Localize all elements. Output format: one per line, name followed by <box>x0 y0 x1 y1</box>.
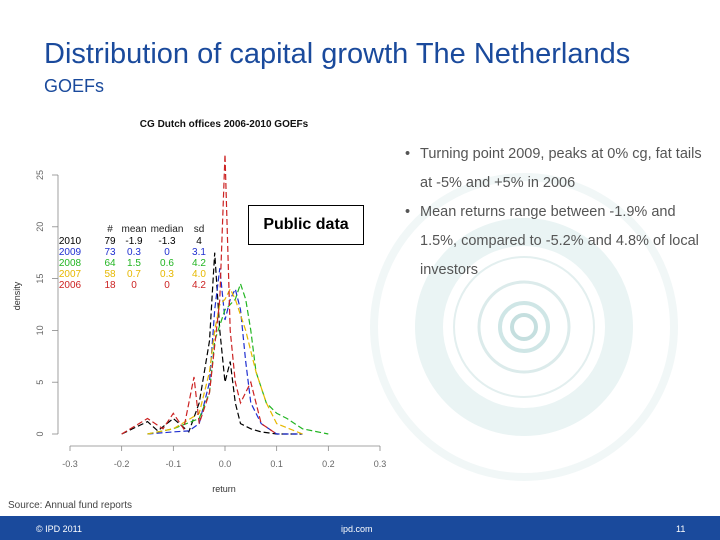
legend-cell: 0 <box>131 280 137 291</box>
legend-cell: -1.3 <box>158 236 176 247</box>
legend-cell: 0.6 <box>160 258 174 269</box>
bullet-list: Turning point 2009, peaks at 0% cg, fat … <box>402 140 712 285</box>
footer-website: ipd.com <box>341 524 373 534</box>
legend-cell: 1.5 <box>127 258 141 269</box>
x-tick-label: 0.2 <box>322 459 335 469</box>
legend-cell: 0.3 <box>127 247 141 258</box>
legend-cell: 73 <box>104 247 116 258</box>
density-chart: CG Dutch offices 2006-2010 GOEFs -0.3 -0.… <box>12 119 386 494</box>
legend-cell: 4.2 <box>192 258 206 269</box>
legend-header: sd <box>194 224 205 235</box>
legend-cell: 0.7 <box>127 269 141 280</box>
series-line-2007 <box>147 287 303 435</box>
legend-cell: 0 <box>164 280 170 291</box>
chart-title: CG Dutch offices 2006-2010 GOEFs <box>140 119 309 130</box>
legend-cell: 18 <box>104 280 116 291</box>
x-tick-label: 0.1 <box>270 459 283 469</box>
series-line-2006 <box>121 154 278 435</box>
legend-cell: 4.0 <box>192 269 206 280</box>
footer-page-number: 11 <box>676 524 686 534</box>
y-tick-label: 25 <box>35 170 45 180</box>
legend-cell: 4 <box>196 236 202 247</box>
bullet-item: Mean returns range between -1.9% and 1.5… <box>402 198 712 285</box>
legend-header: # <box>107 224 113 235</box>
y-axis-label: density <box>12 281 22 310</box>
source-note: Source: Annual fund reports <box>8 500 132 511</box>
y-tick-label: 20 <box>35 222 45 232</box>
y-tick-label: 5 <box>35 380 45 385</box>
legend-cell: 3.1 <box>192 247 206 258</box>
legend-cell: 79 <box>104 236 116 247</box>
legend-header: median <box>151 224 184 235</box>
series-line-2008 <box>147 281 329 435</box>
footer-bar: © IPD 2011 ipd.com 11 <box>0 516 720 540</box>
y-tick-label: 0 <box>35 431 45 436</box>
legend-cell: -1.9 <box>125 236 143 247</box>
legend-cell: 2010 <box>59 236 82 247</box>
legend-cell: 58 <box>104 269 116 280</box>
y-tick-label: 15 <box>35 274 45 284</box>
legend-cell: 0.3 <box>160 269 174 280</box>
legend-header: mean <box>121 224 146 235</box>
y-tick-label: 10 <box>35 325 45 335</box>
series-line-2009 <box>147 268 303 435</box>
x-tick-label: -0.3 <box>62 459 78 469</box>
x-tick-label: -0.1 <box>166 459 182 469</box>
legend-cell: 4.2 <box>192 280 206 291</box>
legend-cell: 0 <box>164 247 170 258</box>
footer-copyright: © IPD 2011 <box>36 524 82 534</box>
slide-subtitle: GOEFs <box>44 76 105 96</box>
legend-cell: 64 <box>104 258 116 269</box>
slide-title: Distribution of capital growth The Nethe… <box>44 38 631 70</box>
x-tick-label: 0.0 <box>219 459 232 469</box>
series-line-2010 <box>121 252 303 435</box>
bullet-item: Turning point 2009, peaks at 0% cg, fat … <box>402 140 712 198</box>
legend-cell: 2006 <box>59 280 82 291</box>
x-tick-label: 0.3 <box>374 459 387 469</box>
x-axis-label: return <box>212 484 236 494</box>
x-tick-label: -0.2 <box>114 459 130 469</box>
public-data-callout: Public data <box>248 205 364 245</box>
legend-cell: 2008 <box>59 258 82 269</box>
legend-cell: 2009 <box>59 247 82 258</box>
legend-cell: 2007 <box>59 269 82 280</box>
